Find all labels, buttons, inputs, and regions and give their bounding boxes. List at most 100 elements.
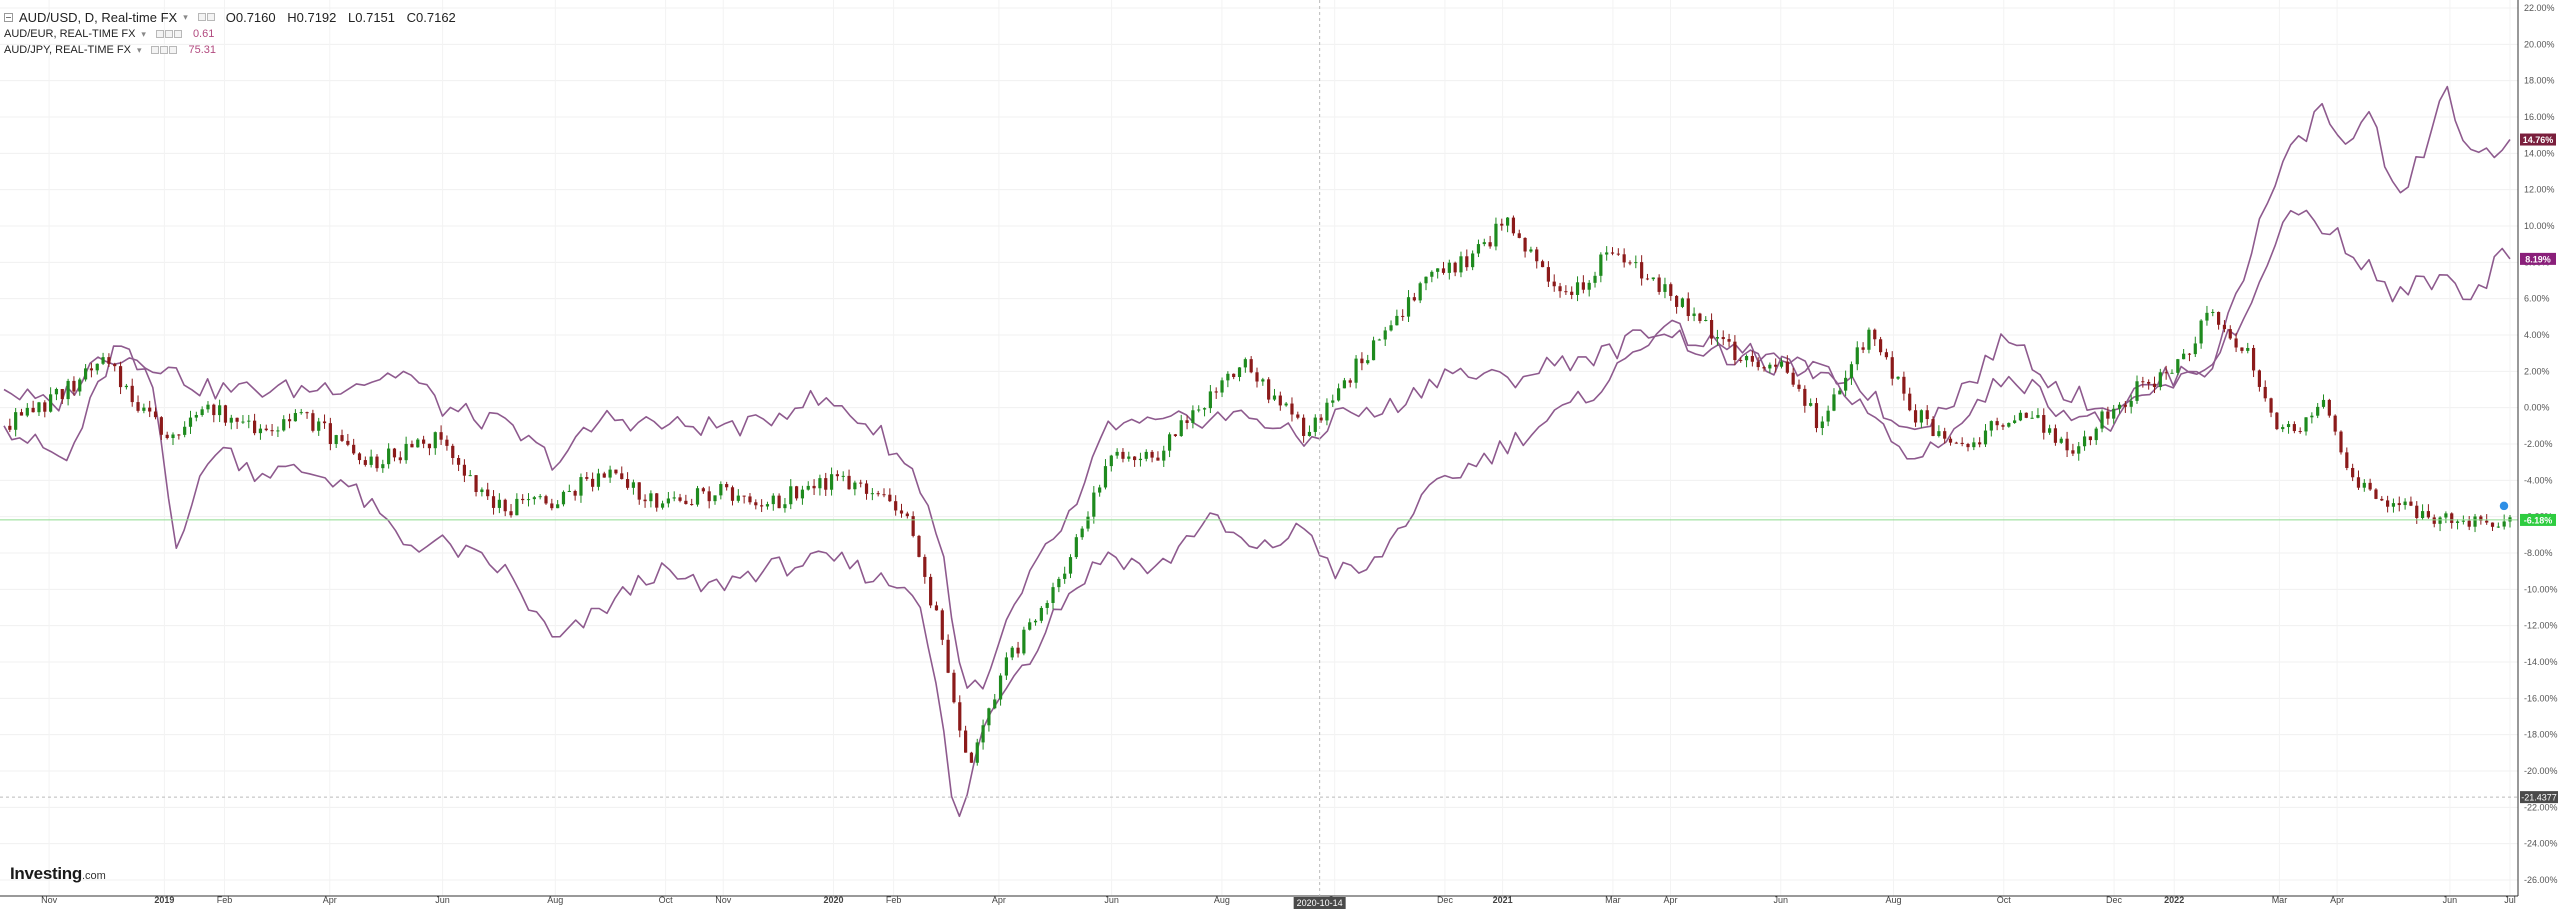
x-tick-label: Jul: [2504, 895, 2516, 905]
toggle-visibility-icon[interactable]: [197, 13, 206, 21]
candle-body: [532, 497, 536, 500]
main-symbol[interactable]: AUD/USD, D, Real-time FX: [19, 9, 178, 25]
candle-body: [1004, 657, 1008, 676]
candle-body: [1756, 361, 1760, 368]
candle-body: [1849, 364, 1854, 378]
candle-body: [468, 475, 472, 477]
candle-body: [2222, 324, 2227, 330]
candle-body: [1814, 403, 1819, 429]
legend-main-row[interactable]: AUD/USD, D, Real-time FX ▾ O0.7160 H0.71…: [4, 8, 464, 26]
candle-body: [602, 473, 606, 478]
legend-compare-row-jpy[interactable]: AUD/JPY, REAL-TIME FX ▾ 75.31: [4, 42, 464, 58]
candle-body: [637, 482, 641, 500]
candle-body: [1593, 275, 1597, 283]
candle-body: [2129, 400, 2133, 407]
candle-body: [2217, 311, 2221, 325]
compare-symbol-eur[interactable]: AUD/EUR, REAL-TIME FX: [4, 28, 136, 40]
candle-body: [556, 504, 560, 509]
candle-body: [1960, 442, 1964, 445]
candle-body: [1138, 458, 1143, 461]
candle-body: [1290, 403, 1294, 415]
compare-symbol-jpy[interactable]: AUD/JPY, REAL-TIME FX: [4, 44, 131, 56]
compare-value-jpy: 75.31: [188, 44, 216, 56]
y-tick-label: -18.00%: [2524, 730, 2558, 740]
candle-body: [276, 430, 280, 432]
candle-body: [2088, 436, 2092, 441]
candle-body: [118, 366, 123, 388]
candle-body: [515, 498, 519, 516]
candle-body: [1243, 359, 1247, 368]
candle-body: [952, 672, 956, 703]
remove-icon[interactable]: [173, 30, 182, 38]
candle-body: [1074, 537, 1078, 558]
candle-body: [1237, 367, 1242, 377]
candle-body: [620, 473, 624, 480]
remove-icon[interactable]: [169, 46, 178, 54]
candle-body: [585, 477, 589, 479]
candle-body: [1267, 379, 1271, 400]
settings-icon[interactable]: [164, 30, 173, 38]
x-tick-label: 2019: [154, 895, 174, 905]
candle-body: [1278, 395, 1282, 406]
candle-body: [1535, 249, 1539, 262]
y-tick-label: -12.00%: [2524, 621, 2558, 631]
settings-icon[interactable]: [206, 13, 215, 21]
ohlc-high: H0.7192: [287, 9, 337, 25]
candle-body: [987, 708, 991, 726]
candle-body: [369, 456, 373, 465]
settings-icon[interactable]: [160, 46, 169, 54]
ohlc-low: L0.7151: [348, 9, 396, 25]
candle-body: [1733, 341, 1737, 361]
candle-body: [2205, 312, 2209, 321]
candle-body: [2438, 517, 2442, 524]
candle-body: [678, 497, 682, 501]
candle-body: [113, 363, 117, 367]
chevron-down-icon[interactable]: ▾: [183, 11, 188, 22]
chevron-down-icon[interactable]: ▾: [136, 44, 142, 55]
candle-body: [258, 428, 263, 434]
collapse-legend-icon[interactable]: [4, 12, 13, 22]
toggle-visibility-icon[interactable]: [151, 46, 160, 54]
toggle-visibility-icon[interactable]: [155, 30, 164, 38]
candle-body: [2345, 452, 2349, 468]
candle-body: [1208, 391, 1212, 409]
candle-body: [631, 482, 636, 488]
candle-body: [1709, 320, 1714, 339]
candle-body: [223, 405, 228, 423]
candle-body: [777, 495, 781, 509]
candle-body: [794, 486, 799, 499]
crosshair-date-badge: [1293, 897, 1346, 909]
candle-body: [2152, 383, 2157, 388]
chevron-down-icon[interactable]: ▾: [141, 28, 146, 39]
candle-body: [486, 489, 490, 497]
candle-body: [1133, 456, 1137, 461]
candle-body: [1762, 367, 1766, 369]
compare-buttons-jpy: [151, 46, 178, 54]
candle-body: [742, 495, 746, 497]
candle-body: [1261, 379, 1265, 382]
legend-compare-row-eur[interactable]: AUD/EUR, REAL-TIME FX ▾ 0.61: [4, 26, 464, 42]
candle-body: [538, 496, 542, 498]
candle-body: [701, 488, 705, 492]
candle-body: [958, 702, 962, 731]
time-axis[interactable]: Nov 2019 Feb Apr Jun Aug Oct Nov 2020 Feb Apr Jun Au…: [0, 895, 2518, 905]
candle-body: [2030, 417, 2034, 419]
candle-body: [1173, 434, 1178, 437]
candle-body: [392, 448, 397, 458]
candle-body: [1156, 457, 1160, 461]
candle-body: [1640, 262, 1644, 279]
price-axis[interactable]: 22.00% 20.00% 18.00% 16.00% 14.00% 12.00% 10.0…: [2517, 0, 2558, 896]
candle-body: [707, 491, 711, 502]
candle-body: [1121, 451, 1125, 459]
candle-body: [1750, 355, 1754, 362]
candle-body: [1803, 388, 1807, 406]
y-tick-label: 22.00%: [2524, 3, 2555, 13]
x-tick-label: Mar: [2272, 895, 2288, 905]
candle-body: [870, 493, 874, 495]
candle-body: [800, 489, 805, 499]
candle-body: [2100, 411, 2104, 429]
candle-body: [1465, 256, 1469, 268]
candle-body: [2123, 404, 2127, 407]
